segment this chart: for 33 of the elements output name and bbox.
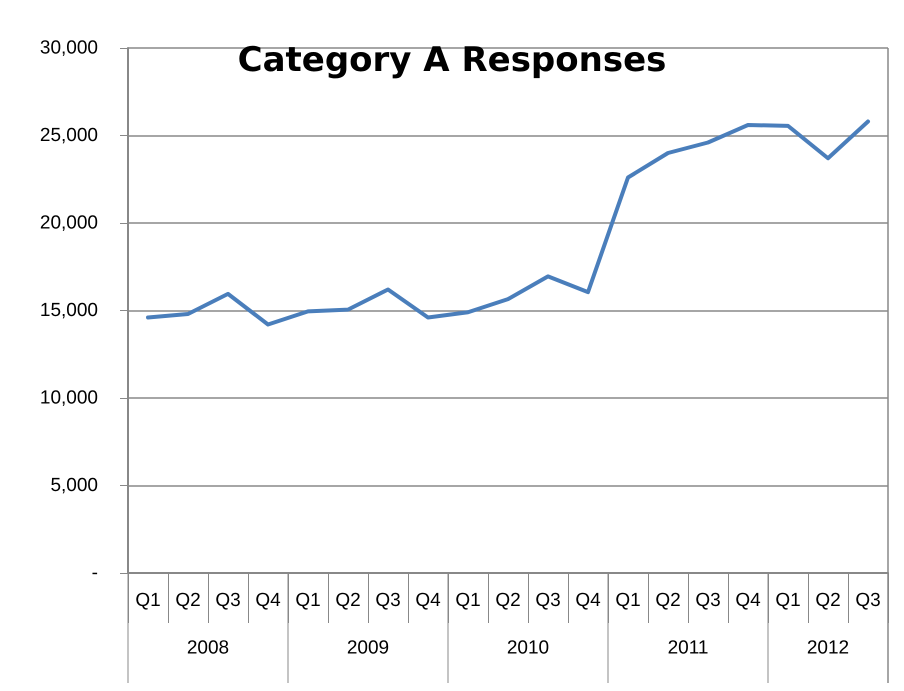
text: 2011	[668, 638, 708, 658]
x-tick-label: Q4	[415, 590, 442, 611]
x-tick-label: Q1	[295, 590, 321, 611]
x-tick-label: Q1	[135, 590, 161, 611]
y-tick-label: 20,000	[40, 212, 98, 234]
x-tick-label: Q2	[495, 590, 521, 611]
x-tick-label: Q3	[695, 590, 721, 611]
y-tick-label: 10,000	[40, 388, 98, 408]
chart-title: Category A Responses	[238, 40, 666, 80]
x-tick-label: Q3	[375, 590, 401, 611]
line-series	[146, 120, 870, 326]
y-tick-label: 25,000	[40, 125, 98, 146]
text: 2009	[346, 638, 390, 658]
x-tick-label: Q4	[735, 590, 762, 611]
x-tick-label: Q3	[215, 590, 241, 611]
x-tick-label: Q2	[175, 590, 201, 611]
x-tick-label: Q1	[775, 590, 801, 611]
y-tick-label: 5,000	[50, 475, 98, 496]
x-tick-label: Q4	[255, 590, 282, 611]
text: 2008	[186, 638, 230, 658]
x-tick-label: Q1	[455, 590, 481, 611]
x-tick-label: Q4	[575, 590, 602, 611]
x-tick-label: Q2	[335, 590, 361, 611]
x-tick-label: Q2	[655, 590, 681, 611]
x-tick-label: Q2	[815, 590, 841, 611]
text: 2010	[506, 638, 550, 658]
y-tick-label: 30,000	[40, 38, 98, 58]
y-tick-label: 15,000	[40, 300, 98, 321]
x-tick-label: Q1	[615, 590, 641, 611]
x-tick-label: Q3	[855, 590, 881, 611]
text: 2012	[806, 638, 850, 658]
x-tick-label: Q3	[535, 590, 561, 611]
y-tick-label: -	[92, 562, 98, 584]
